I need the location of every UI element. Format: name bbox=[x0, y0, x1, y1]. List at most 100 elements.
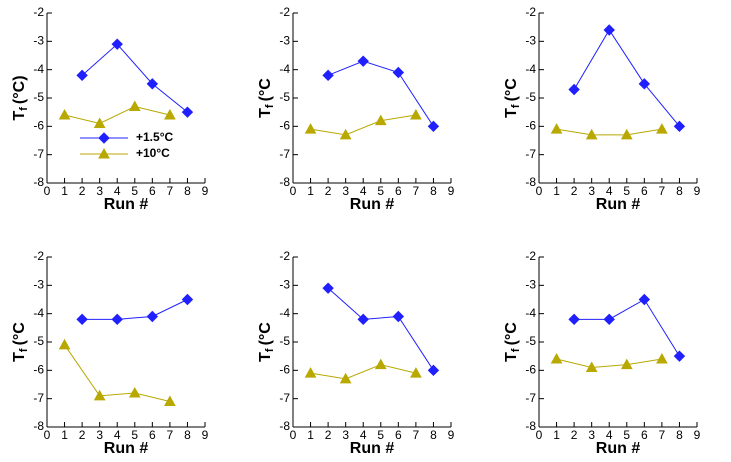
x-tick-label: 4 bbox=[360, 184, 367, 198]
panel: -8 -7 -6 -5 -4 -3 -2 0 1 2 3 4 5 6 7 8 9 Run # Tf (°C bbox=[503, 5, 700, 213]
x-tick-label: 3 bbox=[96, 428, 103, 442]
x-tick-label: 2 bbox=[79, 184, 86, 198]
y-tick-label: -7 bbox=[525, 391, 536, 405]
x-tick-label: 5 bbox=[377, 428, 384, 442]
y-tick-label: -3 bbox=[279, 34, 290, 48]
marker bbox=[181, 106, 194, 118]
x-tick-label: 1 bbox=[61, 184, 68, 198]
series-line bbox=[573, 29, 680, 127]
y-tick-label: -8 bbox=[525, 419, 536, 433]
y-tick-label: -3 bbox=[525, 34, 536, 48]
y-axis-label: Tf (°C bbox=[257, 78, 276, 118]
legend-marker bbox=[98, 132, 110, 144]
y-tick-label: -8 bbox=[279, 419, 290, 433]
series-line bbox=[64, 105, 171, 125]
marker bbox=[568, 313, 580, 326]
marker bbox=[164, 108, 176, 120]
y-tick-label: -6 bbox=[279, 119, 290, 133]
x-tick-label: 1 bbox=[307, 184, 314, 198]
y-tick-label: -5 bbox=[279, 334, 290, 348]
x-tick-label: 0 bbox=[290, 428, 297, 442]
x-tick-label: 7 bbox=[413, 428, 420, 442]
marker bbox=[638, 293, 651, 306]
y-label-part: T bbox=[257, 352, 274, 362]
x-tick-label: 0 bbox=[290, 184, 297, 198]
y-tick-label: -2 bbox=[33, 5, 44, 19]
x-tick-label: 5 bbox=[623, 428, 630, 442]
x-tick-label: 4 bbox=[606, 184, 613, 198]
y-label-part: (°C bbox=[11, 322, 28, 346]
marker bbox=[146, 78, 159, 90]
series-line bbox=[327, 287, 434, 371]
x-tick-label: 1 bbox=[307, 428, 314, 442]
y-axis-label: Tf (°C) bbox=[11, 75, 30, 120]
marker bbox=[392, 66, 405, 79]
x-tick-label: 9 bbox=[202, 428, 209, 442]
x-tick-label: 7 bbox=[659, 184, 666, 198]
y-label-part: f bbox=[18, 348, 30, 352]
x-tick-label: 3 bbox=[342, 428, 349, 442]
x-tick-label: 4 bbox=[360, 428, 367, 442]
y-tick-label: -5 bbox=[525, 334, 536, 348]
x-tick-label: 1 bbox=[553, 428, 560, 442]
marker bbox=[322, 282, 334, 294]
y-label-part: (°C bbox=[257, 78, 274, 102]
y-tick-label: -8 bbox=[33, 419, 44, 433]
x-tick-label: 3 bbox=[588, 184, 595, 198]
series-line bbox=[556, 358, 662, 369]
x-tick-label: 5 bbox=[377, 184, 384, 198]
marker bbox=[339, 372, 352, 384]
x-tick-label: 2 bbox=[325, 428, 332, 442]
marker bbox=[427, 120, 440, 133]
x-axis-label: Run # bbox=[104, 440, 149, 457]
y-tick-label: -4 bbox=[33, 306, 44, 320]
x-tick-label: 8 bbox=[676, 428, 683, 442]
marker bbox=[76, 69, 88, 82]
x-tick-label: 8 bbox=[430, 184, 437, 198]
marker bbox=[93, 117, 106, 128]
y-tick-label: -3 bbox=[33, 278, 44, 292]
y-label-part: (°C) bbox=[11, 75, 28, 104]
y-tick-label: -3 bbox=[525, 278, 536, 292]
x-tick-label: 7 bbox=[167, 428, 174, 442]
y-tick-label: -7 bbox=[525, 147, 536, 161]
x-tick-label: 0 bbox=[44, 428, 51, 442]
x-tick-label: 9 bbox=[448, 428, 455, 442]
x-tick-label: 0 bbox=[44, 184, 51, 198]
panel: -8 -7 -6 -5 -4 -3 -2 0 1 2 3 4 5 6 7 8 9 Run # Tf (°C bbox=[503, 249, 700, 457]
x-tick-label: 4 bbox=[114, 428, 121, 442]
marker bbox=[181, 293, 194, 306]
y-label-part: f bbox=[510, 104, 522, 108]
x-tick-label: 1 bbox=[553, 184, 560, 198]
x-tick-label: 6 bbox=[641, 428, 648, 442]
marker bbox=[164, 395, 176, 406]
y-tick-label: -7 bbox=[33, 391, 44, 405]
series-line bbox=[556, 128, 662, 136]
marker bbox=[128, 386, 141, 398]
marker bbox=[304, 123, 317, 134]
y-label-part: T bbox=[257, 108, 274, 118]
y-tick-label: -2 bbox=[279, 5, 290, 19]
x-axis-label: Run # bbox=[596, 196, 641, 213]
x-tick-label: 5 bbox=[131, 184, 138, 198]
y-tick-label: -8 bbox=[279, 175, 290, 189]
panel: -8 -7 -6 -5 -4 -3 -2 0 1 2 3 4 5 6 7 8 9 Run # Tf (°C bbox=[257, 249, 454, 457]
y-label-part: f bbox=[18, 107, 30, 111]
y-tick-label: -6 bbox=[279, 363, 290, 377]
series-line bbox=[81, 43, 188, 113]
marker bbox=[410, 108, 422, 120]
marker bbox=[550, 123, 563, 134]
marker bbox=[550, 352, 563, 364]
series-line bbox=[327, 60, 434, 127]
marker bbox=[620, 128, 633, 140]
series-line bbox=[574, 298, 680, 357]
legend-label: +1.5°C bbox=[136, 130, 173, 144]
y-tick-label: -6 bbox=[33, 119, 44, 133]
y-tick-label: -6 bbox=[33, 363, 44, 377]
y-tick-label: -2 bbox=[525, 249, 536, 263]
y-label-part: (°C bbox=[503, 322, 520, 346]
x-tick-label: 2 bbox=[325, 184, 332, 198]
x-tick-label: 7 bbox=[413, 184, 420, 198]
y-tick-label: -4 bbox=[525, 306, 536, 320]
y-tick-label: -8 bbox=[525, 175, 536, 189]
